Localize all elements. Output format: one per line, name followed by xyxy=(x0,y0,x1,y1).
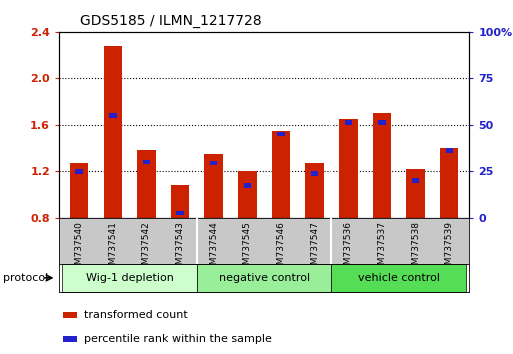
Bar xyxy=(372,113,391,218)
Text: transformed count: transformed count xyxy=(84,310,187,320)
Bar xyxy=(75,169,83,173)
Bar xyxy=(278,132,285,136)
Bar xyxy=(210,161,218,165)
Text: GSM737539: GSM737539 xyxy=(445,221,453,276)
Bar xyxy=(143,160,150,164)
Text: GSM737536: GSM737536 xyxy=(344,221,353,276)
Bar xyxy=(70,163,88,218)
Bar xyxy=(440,148,459,218)
Bar xyxy=(63,312,77,318)
Text: GSM737544: GSM737544 xyxy=(209,221,218,276)
Bar xyxy=(63,336,77,342)
Text: percentile rank within the sample: percentile rank within the sample xyxy=(84,333,271,344)
Bar xyxy=(272,131,290,218)
Bar xyxy=(109,113,116,118)
Bar xyxy=(244,183,251,188)
Bar xyxy=(137,150,156,218)
Text: GSM737546: GSM737546 xyxy=(277,221,286,276)
Bar xyxy=(238,171,256,218)
Text: protocol: protocol xyxy=(3,273,48,283)
Bar xyxy=(406,169,425,218)
Text: GSM737543: GSM737543 xyxy=(175,221,185,276)
Bar xyxy=(171,185,189,218)
Text: GDS5185 / ILMN_1217728: GDS5185 / ILMN_1217728 xyxy=(80,14,261,28)
Text: GSM737542: GSM737542 xyxy=(142,221,151,276)
Bar xyxy=(331,264,466,292)
Text: GSM737541: GSM737541 xyxy=(108,221,117,276)
Text: GSM737537: GSM737537 xyxy=(378,221,386,276)
Bar xyxy=(305,163,324,218)
Bar xyxy=(176,211,184,215)
Text: vehicle control: vehicle control xyxy=(358,273,440,283)
Bar xyxy=(197,264,331,292)
Bar xyxy=(63,264,197,292)
Bar xyxy=(339,119,358,218)
Bar xyxy=(311,171,319,176)
Bar xyxy=(205,154,223,218)
Bar xyxy=(104,46,122,218)
Bar xyxy=(445,148,453,153)
Text: GSM737545: GSM737545 xyxy=(243,221,252,276)
Text: Wig-1 depletion: Wig-1 depletion xyxy=(86,273,173,283)
Bar xyxy=(345,120,352,125)
Text: negative control: negative control xyxy=(219,273,310,283)
Text: GSM737547: GSM737547 xyxy=(310,221,319,276)
Text: GSM737540: GSM737540 xyxy=(75,221,84,276)
Text: GSM737538: GSM737538 xyxy=(411,221,420,276)
Bar xyxy=(412,178,419,183)
Bar xyxy=(378,120,386,125)
